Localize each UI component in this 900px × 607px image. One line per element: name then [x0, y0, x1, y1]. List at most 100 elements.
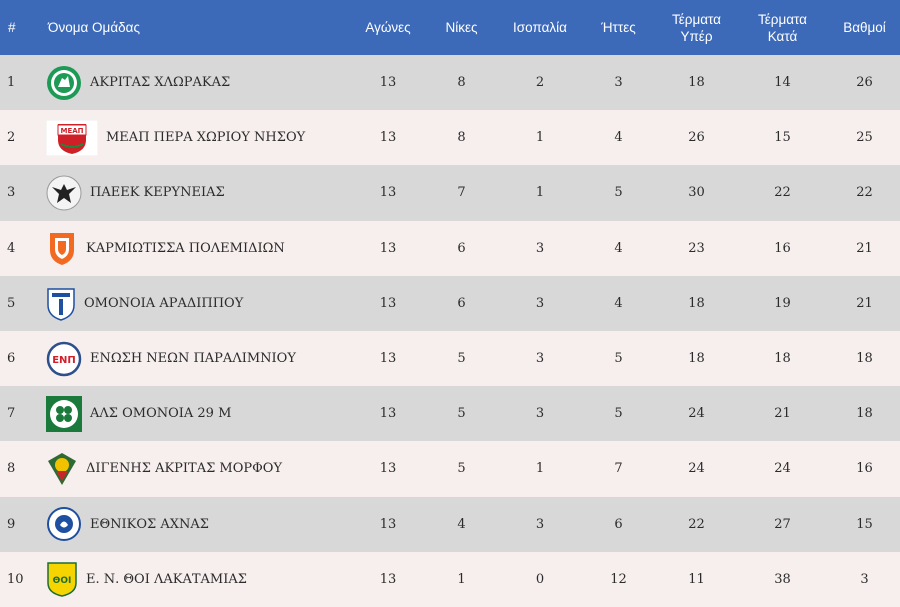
wins-cell: 7: [457, 185, 466, 201]
goals-for-cell: 18: [688, 351, 705, 367]
table-row: 3 ΠΑΕΕΚ ΚΕΡΥΝΕΙΑΣ 13 7 1 5 30 22 22: [0, 165, 900, 221]
team-cell[interactable]: ΘΟΙ Ε. Ν. ΘΟΙ ΛΑΚΑΤΑΜΙΑΣ: [37, 552, 353, 607]
goals-against-cell: 18: [774, 351, 791, 367]
goals-for-cell: 26: [688, 130, 705, 146]
goals-against-cell: 24: [774, 461, 791, 477]
losses-cell: 3: [614, 75, 623, 91]
header-draws: Ισοπαλία: [513, 20, 567, 35]
team-name[interactable]: ΠΑΕΕΚ ΚΕΡΥΝΕΙΑΣ: [90, 185, 225, 201]
team-cell[interactable]: ΜΕΑΠ ΜΕΑΠ ΠΕΡΑ ΧΩΡΙΟΥ ΝΗΣΟΥ: [37, 110, 353, 165]
wins-cell: 5: [457, 461, 466, 477]
akritas-chlorakas-crest-icon: [46, 65, 82, 101]
team-cell[interactable]: ΔΙΓΕΝΗΣ ΑΚΡΙΤΑΣ ΜΟΡΦΟΥ: [37, 441, 353, 496]
goals-for-cell: 24: [688, 461, 705, 477]
team-name[interactable]: ΕΘΝΙΚΟΣ ΑΧΝΑΣ: [90, 516, 209, 532]
goals-against-cell: 16: [774, 240, 791, 256]
goals-for-cell: 23: [688, 240, 705, 256]
team-wrap: ΠΑΕΕΚ ΚΕΡΥΝΕΙΑΣ: [46, 175, 353, 211]
draws-cell: 2: [535, 75, 545, 91]
thoi-lakatamias-crest-icon: ΘΟΙ: [46, 561, 78, 598]
table-header-row: # Όνομα Ομάδας Αγώνες Νίκες Ισοπαλία Ήττ…: [0, 0, 900, 55]
rank-cell: 8: [7, 461, 16, 477]
rank-cell: 1: [7, 75, 16, 91]
team-wrap: ΚΑΡΜΙΩΤΙΣΣΑ ΠΟΛΕΜΙΔΙΩΝ: [46, 230, 353, 266]
team-name[interactable]: ΑΚΡΙΤΑΣ ΧΛΩΡΑΚΑΣ: [90, 75, 231, 91]
table-row: 10 ΘΟΙ Ε. Ν. ΘΟΙ ΛΑΚΑΤΑΜΙΑΣ 13 1 0 12 11 38 3: [0, 551, 900, 607]
team-name[interactable]: ΕΝΩΣΗ ΝΕΩΝ ΠΑΡΑΛΙΜΝΙΟΥ: [90, 351, 296, 367]
team-cell[interactable]: ΕΘΝΙΚΟΣ ΑΧΝΑΣ: [37, 497, 353, 552]
goals-for-cell: 24: [688, 406, 705, 422]
team-name[interactable]: Ε. Ν. ΘΟΙ ΛΑΚΑΤΑΜΙΑΣ: [86, 571, 247, 587]
points-cell: 22: [856, 185, 873, 201]
svg-text:ΜΕΑΠ: ΜΕΑΠ: [60, 127, 83, 135]
paeek-eagle-crest-icon: [46, 175, 82, 211]
played-cell: 13: [379, 75, 397, 91]
points-cell: 25: [856, 130, 873, 146]
rank-cell: 2: [7, 130, 16, 146]
team-name[interactable]: ΚΑΡΜΙΩΤΙΣΣΑ ΠΟΛΕΜΙΔΙΩΝ: [86, 240, 285, 256]
team-cell[interactable]: ΑΚΡΙΤΑΣ ΧΛΩΡΑΚΑΣ: [37, 55, 353, 110]
draws-cell: 1: [535, 130, 545, 146]
played-cell: 13: [379, 351, 397, 367]
losses-cell: 7: [614, 461, 623, 477]
team-name[interactable]: ΟΜΟΝΟΙΑ ΑΡΑΔΙΠΠΟΥ: [84, 295, 244, 311]
losses-cell: 5: [614, 185, 623, 201]
draws-cell: 3: [535, 240, 545, 256]
rank-cell: 5: [7, 295, 16, 311]
draws-cell: 3: [535, 351, 545, 367]
header-goals-against: Τέρματα Κατά: [736, 0, 829, 55]
wins-cell: 8: [457, 130, 466, 146]
points-cell: 21: [856, 240, 873, 256]
rank-cell: 9: [7, 516, 16, 532]
played-cell: 13: [379, 461, 397, 477]
goals-against-cell: 15: [774, 130, 791, 146]
losses-cell: 4: [614, 130, 623, 146]
goals-against-cell: 14: [774, 75, 791, 91]
team-name[interactable]: ΜΕΑΠ ΠΕΡΑ ΧΩΡΙΟΥ ΝΗΣΟΥ: [106, 130, 306, 146]
header-goals-for-line1: Τέρματα: [672, 11, 721, 27]
draws-cell: 1: [535, 461, 545, 477]
goals-for-cell: 30: [688, 185, 705, 201]
table-row: 4 ΚΑΡΜΙΩΤΙΣΣΑ ΠΟΛΕΜΙΔΙΩΝ 13 6 3 4 23 16 21: [0, 220, 900, 276]
losses-cell: 4: [614, 295, 623, 311]
rank-cell: 4: [7, 240, 16, 256]
goals-against-cell: 38: [774, 571, 791, 587]
karmiotissa-shield-icon: [46, 230, 78, 266]
losses-cell: 12: [610, 571, 627, 587]
table-row: 1 ΑΚΡΙΤΑΣ ΧΛΩΡΑΚΑΣ 13 8 2 3 18 14 26: [0, 55, 900, 111]
losses-cell: 4: [614, 240, 623, 256]
goals-for-cell: 22: [688, 516, 705, 532]
team-wrap: ΑΚΡΙΤΑΣ ΧΛΩΡΑΚΑΣ: [46, 65, 353, 101]
points-cell: 26: [856, 75, 873, 91]
rank-cell: 6: [7, 351, 16, 367]
wins-cell: 4: [457, 516, 466, 532]
losses-cell: 6: [614, 516, 623, 532]
table-row: 8 ΔΙΓΕΝΗΣ ΑΚΡΙΤΑΣ ΜΟΡΦΟΥ 13 5 1 7 24 24 16: [0, 441, 900, 497]
team-name[interactable]: ΑΛΣ ΟΜΟΝΟΙΑ 29 Μ: [90, 406, 232, 422]
points-cell: 16: [856, 461, 873, 477]
wins-cell: 1: [457, 571, 466, 587]
table-row: 9 ΕΘΝΙΚΟΣ ΑΧΝΑΣ 13 4 3 6 22 27 15: [0, 496, 900, 552]
draws-cell: 3: [535, 295, 545, 311]
ethnikos-achnas-crest-icon: [46, 506, 82, 542]
team-cell[interactable]: ΚΑΡΜΙΩΤΙΣΣΑ ΠΟΛΕΜΙΔΙΩΝ: [37, 221, 353, 276]
enp-crest-icon: ΕΝΠ: [46, 341, 82, 377]
omonoia-29m-clover-icon: [46, 395, 82, 432]
goals-against-cell: 21: [774, 406, 791, 422]
draws-cell: 1: [535, 185, 545, 201]
team-cell[interactable]: ΑΛΣ ΟΜΟΝΟΙΑ 29 Μ: [37, 386, 353, 441]
played-cell: 13: [379, 295, 397, 311]
team-wrap: ΘΟΙ Ε. Ν. ΘΟΙ ΛΑΚΑΤΑΜΙΑΣ: [46, 561, 353, 598]
wins-cell: 6: [457, 240, 466, 256]
draws-cell: 0: [535, 571, 545, 587]
team-cell[interactable]: ΕΝΠ ΕΝΩΣΗ ΝΕΩΝ ΠΑΡΑΛΙΜΝΙΟΥ: [37, 331, 353, 386]
table-row: 2 ΜΕΑΠ ΜΕΑΠ ΠΕΡΑ ΧΩΡΙΟΥ ΝΗΣΟΥ 13 8 1 4 26 15 25: [0, 110, 900, 166]
team-cell[interactable]: ΠΑΕΕΚ ΚΕΡΥΝΕΙΑΣ: [37, 165, 353, 220]
goals-for-cell: 18: [688, 75, 705, 91]
meap-crest-icon: ΜΕΑΠ: [46, 119, 98, 156]
played-cell: 13: [379, 185, 397, 201]
team-cell[interactable]: ΟΜΟΝΟΙΑ ΑΡΑΔΙΠΠΟΥ: [37, 276, 353, 331]
header-team: Όνομα Ομάδας: [48, 20, 140, 35]
team-name[interactable]: ΔΙΓΕΝΗΣ ΑΚΡΙΤΑΣ ΜΟΡΦΟΥ: [86, 461, 283, 477]
